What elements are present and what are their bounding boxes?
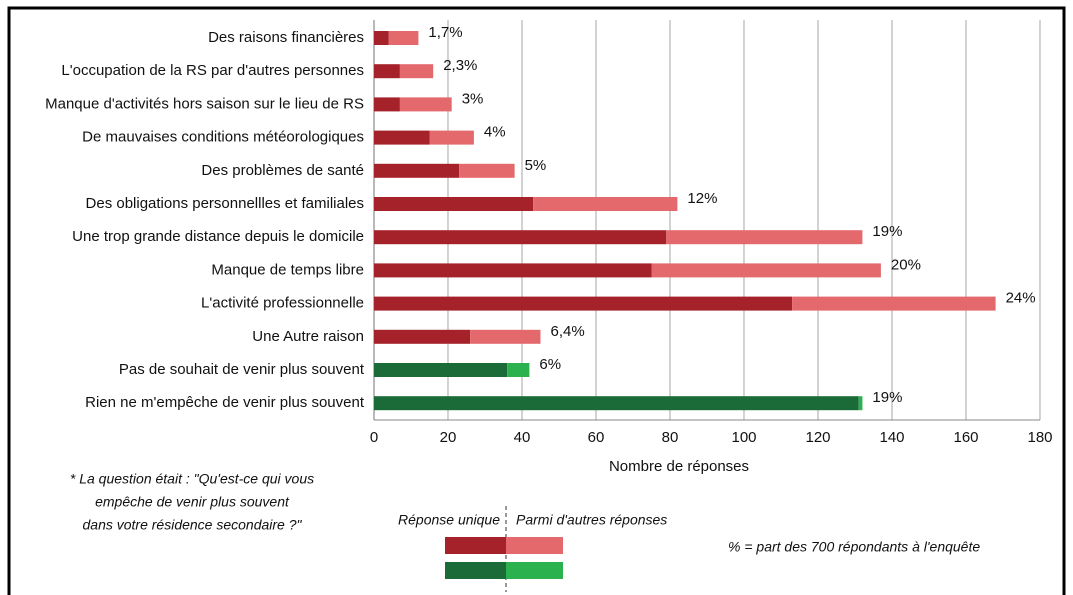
x-tick-label: 100 (731, 429, 756, 446)
bar-segment (459, 163, 515, 178)
x-tick-label: 80 (662, 429, 679, 446)
bar-segment (533, 197, 678, 211)
bar-segment (666, 230, 863, 245)
x-tick-label: 40 (514, 429, 531, 446)
x-tick-label: 140 (879, 429, 904, 446)
x-tick-label: 20 (440, 429, 457, 446)
share-label: 3% (462, 90, 484, 107)
bar-segment (429, 130, 474, 145)
bar-segment (792, 296, 996, 311)
legend-swatch (506, 562, 563, 579)
legend-swatch (445, 562, 506, 579)
footnote: * La question était : "Qu'est-ce qui vou… (70, 471, 314, 487)
y-tick-label: Des problèmes de santé (201, 162, 364, 179)
y-tick-label: Rien ne m'empêche de venir plus souvent (85, 394, 365, 411)
footnote: empêche de venir plus souvent (95, 494, 290, 510)
bar-segment (470, 329, 541, 344)
x-tick-label: 120 (805, 429, 830, 446)
legend-label: Réponse unique (398, 512, 500, 528)
share-label: 2,3% (443, 57, 477, 74)
bar-segment (388, 31, 419, 45)
bar-segment (399, 97, 452, 112)
bar-segment (651, 263, 881, 278)
bar-segment (374, 130, 430, 145)
frame (7, 6, 1066, 595)
bar-segment (858, 396, 863, 411)
share-label: 20% (891, 256, 921, 273)
bar-segment (374, 31, 389, 45)
y-tick-label: Des raisons financières (208, 29, 364, 46)
share-label: 6,4% (551, 323, 585, 340)
y-tick-label: Une Autre raison (252, 328, 364, 345)
share-label: 12% (687, 190, 717, 207)
bar-segment (374, 64, 400, 79)
share-label: 4% (484, 124, 506, 141)
legend-swatch (506, 537, 563, 554)
share-label: 6% (539, 356, 561, 373)
y-tick-label: L'activité professionnelle (201, 295, 364, 312)
x-tick-label: 160 (953, 429, 978, 446)
legend-swatch (445, 537, 506, 554)
x-tick-label: 180 (1027, 429, 1052, 446)
bar-segment (374, 97, 400, 112)
x-axis-label: Nombre de réponses (609, 458, 749, 475)
note: % = part des 700 répondants à l'enquête (728, 539, 980, 555)
share-label: 24% (1006, 290, 1036, 307)
bar-segment (374, 163, 460, 178)
x-tick-label: 60 (588, 429, 605, 446)
bar-segment (374, 363, 508, 377)
y-tick-label: Pas de souhait de venir plus souvent (119, 361, 365, 378)
y-tick-label: L'occupation de la RS par d'autres perso… (61, 62, 364, 79)
y-tick-label: De mauvaises conditions météorologiques (82, 129, 364, 146)
bar-segment (374, 296, 793, 311)
y-tick-label: Une trop grande distance depuis le domic… (72, 228, 364, 245)
y-tick-label: Manque de temps libre (211, 261, 364, 278)
bar-segment (374, 230, 667, 245)
share-label: 5% (525, 157, 547, 174)
legend-label: Parmi d'autres réponses (516, 512, 667, 528)
y-tick-label: Des obligations personnellles et familia… (86, 195, 364, 212)
bar-segment (374, 396, 859, 411)
bar-segment (507, 363, 530, 377)
y-tick-label: Manque d'activités hors saison sur le li… (45, 95, 364, 112)
bar-segment (399, 64, 434, 79)
bar-segment (374, 329, 471, 344)
share-label: 19% (872, 389, 902, 406)
footnote: dans votre résidence secondaire ?" (83, 517, 303, 533)
x-tick-label: 0 (370, 429, 378, 446)
bar-segment (374, 263, 652, 278)
bar-segment (374, 197, 534, 211)
share-label: 1,7% (428, 24, 462, 41)
share-label: 19% (872, 223, 902, 240)
